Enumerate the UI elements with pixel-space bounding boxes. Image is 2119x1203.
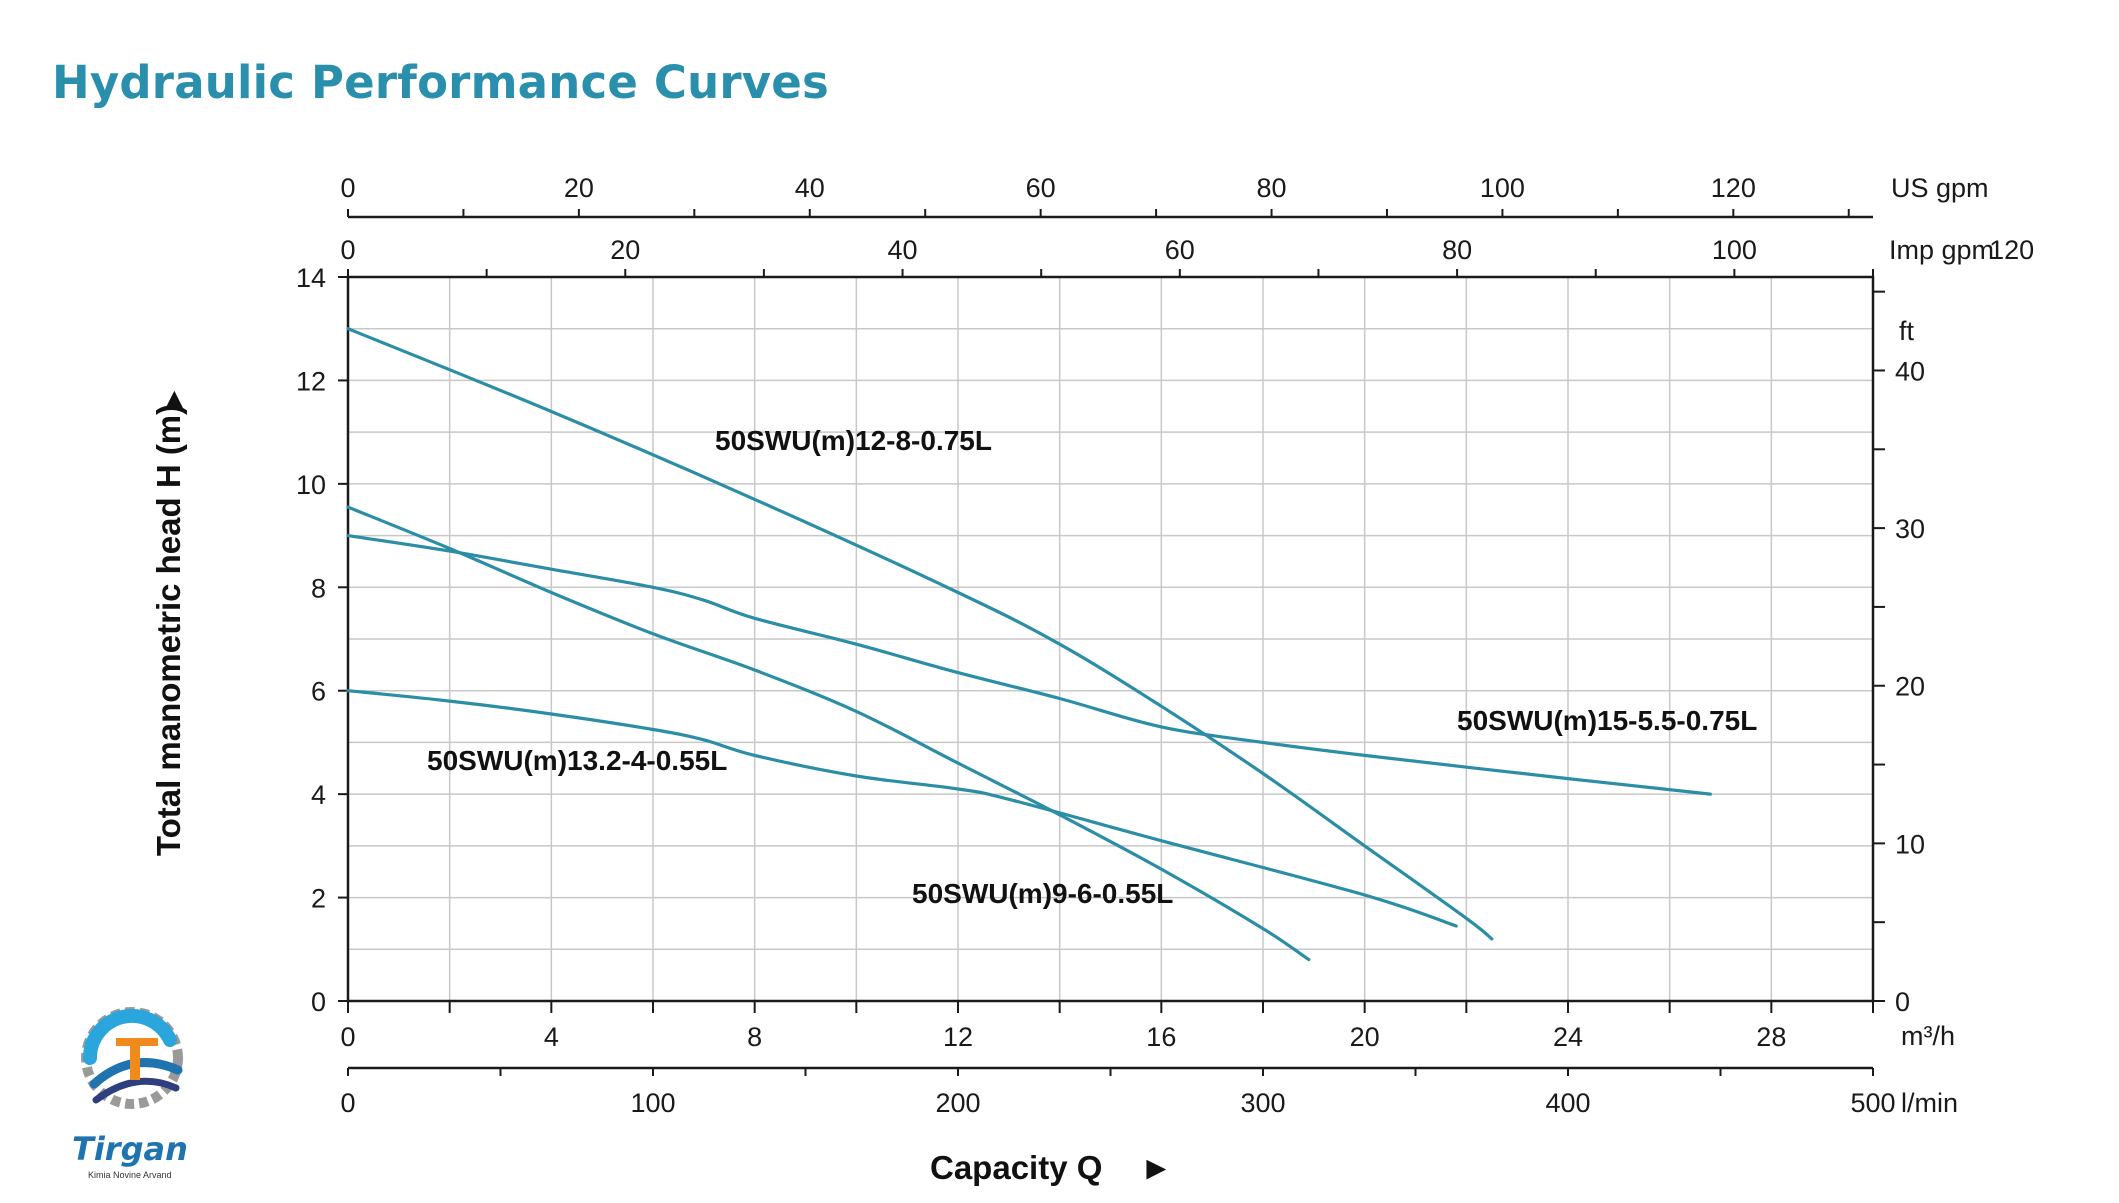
x-tick-label-m3h: 20 bbox=[1350, 1022, 1380, 1052]
x-tick-label-lmin: 300 bbox=[1240, 1088, 1285, 1118]
x-tick-label-imp: 60 bbox=[1165, 235, 1195, 265]
y-tick-label-ft: 40 bbox=[1895, 356, 1925, 386]
x-tick-label-imp: 0 bbox=[340, 235, 355, 265]
logo-subtitle: Kimia Novine Arvand bbox=[88, 1170, 172, 1180]
x-unit-label-m3h: m³/h bbox=[1901, 1021, 1955, 1051]
series-line-2 bbox=[346, 534, 1712, 796]
x-tick-label-lmin: 0 bbox=[340, 1088, 355, 1118]
x-tick-label-lmin: 500 bbox=[1850, 1088, 1895, 1118]
y-tick-label-ft: 0 bbox=[1895, 987, 1910, 1017]
x-unit-label-usgpm: US gpm bbox=[1891, 173, 1989, 203]
x-tick-label-usgpm: 40 bbox=[795, 173, 825, 203]
x-tick-label-imp: 100 bbox=[1712, 235, 1757, 265]
x-unit-label-imp: Imp gpm bbox=[1889, 235, 1994, 265]
x-tick-label-imp: 20 bbox=[610, 235, 640, 265]
y-axis-title: Total manometric head H (m) bbox=[150, 404, 187, 856]
x-tick-label-m3h: 12 bbox=[943, 1022, 973, 1052]
x-tick-label-m3h: 24 bbox=[1553, 1022, 1583, 1052]
x-tick-label-usgpm: 120 bbox=[1711, 173, 1756, 203]
x-tick-label-m3h: 28 bbox=[1756, 1022, 1786, 1052]
y-tick-label-m: 6 bbox=[311, 677, 326, 707]
y-axis-title-group: Total manometric head H (m) bbox=[150, 404, 187, 856]
x-tick-label-imp: 40 bbox=[888, 235, 918, 265]
x-tick-label-lmin: 100 bbox=[630, 1088, 675, 1118]
x-tick-label-usgpm: 20 bbox=[564, 173, 594, 203]
y-tick-label-ft: 10 bbox=[1895, 829, 1925, 859]
series-label-9-6: 50SWU(m)9-6-0.55L bbox=[912, 878, 1173, 909]
plot-frame bbox=[346, 275, 1875, 1003]
y-tick-label-m: 2 bbox=[311, 884, 326, 914]
grid bbox=[347, 276, 1874, 1002]
x-tick-label-m3h: 16 bbox=[1146, 1022, 1176, 1052]
x-tick-label-m3h: 0 bbox=[340, 1022, 355, 1052]
series-line-1 bbox=[346, 327, 1494, 941]
series-label-15-5.5: 50SWU(m)15-5.5-0.75L bbox=[1457, 705, 1757, 736]
y-tick-label-m: 8 bbox=[311, 573, 326, 603]
y-tick-label-m: 0 bbox=[311, 987, 326, 1017]
x-tick-label-usgpm: 60 bbox=[1026, 173, 1056, 203]
logo-mark-icon bbox=[81, 1007, 183, 1109]
x-tick-label-usgpm: 0 bbox=[340, 173, 355, 203]
y-tick-label-m: 12 bbox=[296, 366, 326, 396]
x-axis-title: Capacity Q bbox=[930, 1149, 1102, 1186]
x-tick-label-lmin: 400 bbox=[1545, 1088, 1590, 1118]
y-unit-label-ft: ft bbox=[1899, 316, 1915, 346]
y-tick-label-m: 4 bbox=[311, 780, 326, 810]
x-tick-label-imp: 80 bbox=[1442, 235, 1472, 265]
y-tick-label-m: 14 bbox=[296, 263, 326, 293]
x-tick-label-usgpm: 80 bbox=[1257, 173, 1287, 203]
series-label-12-8: 50SWU(m)12-8-0.75L bbox=[715, 425, 992, 456]
series-label-13.2-4: 50SWU(m)13.2-4-0.55L bbox=[427, 745, 727, 776]
y-tick-label-ft: 20 bbox=[1895, 672, 1925, 702]
x-tick-label-lmin: 200 bbox=[935, 1088, 980, 1118]
y-tick-label-m: 10 bbox=[296, 470, 326, 500]
x-tick-label-imp: 120 bbox=[1989, 235, 2034, 265]
series-line-4 bbox=[346, 689, 1458, 928]
y-axis-arrow-icon: ▲ bbox=[158, 380, 191, 417]
x-tick-label-m3h: 4 bbox=[544, 1022, 559, 1052]
series-group bbox=[346, 327, 1712, 962]
x-tick-label-m3h: 8 bbox=[747, 1022, 762, 1052]
x-axis-arrow-icon: ► bbox=[1140, 1149, 1173, 1186]
x-unit-label-lmin: l/min bbox=[1901, 1088, 1958, 1118]
tirgan-logo: Tirgan Kimia Novine Arvand bbox=[72, 1007, 188, 1180]
page-title: Hydraulic Performance Curves bbox=[52, 56, 830, 109]
series-line-3 bbox=[346, 505, 1311, 962]
logo-wordmark: Tirgan bbox=[72, 1130, 188, 1168]
y-tick-label-ft: 30 bbox=[1895, 514, 1925, 544]
x-tick-label-usgpm: 100 bbox=[1480, 173, 1525, 203]
